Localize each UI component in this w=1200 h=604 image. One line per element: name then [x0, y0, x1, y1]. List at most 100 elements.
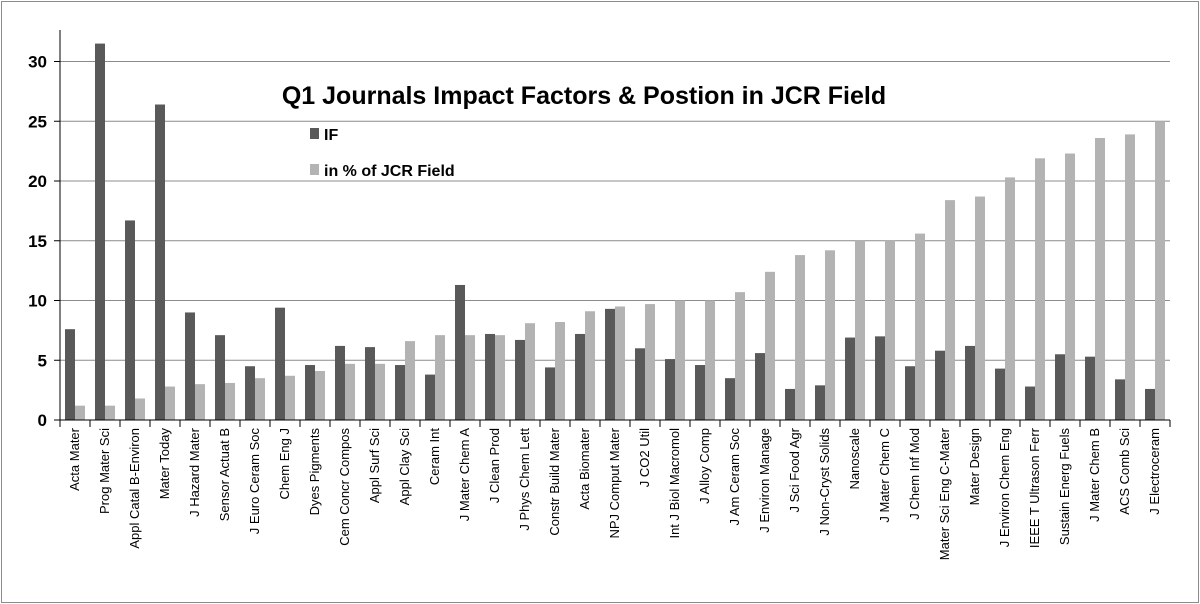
- x-category-label: ACS Comb Sci: [1117, 428, 1132, 515]
- chart-title: Q1 Journals Impact Factors & Postion in …: [282, 82, 886, 110]
- bar-if: [875, 336, 885, 420]
- x-category-label: Appl Catal B-Environ: [127, 428, 142, 549]
- x-category-label: J CO2 Util: [637, 428, 652, 487]
- bar-jcr-percent: [1155, 121, 1165, 420]
- x-category-label: Ceram Int: [427, 428, 442, 485]
- x-category-label: J Mater Chem A: [457, 428, 472, 522]
- bar-jcr-percent: [75, 405, 85, 420]
- bar-jcr-percent: [1095, 137, 1105, 421]
- bar-jcr-percent: [585, 311, 595, 420]
- bar-if: [155, 104, 165, 421]
- bar-jcr-percent: [345, 363, 355, 420]
- bar-jcr-percent: [765, 271, 775, 420]
- bar-jcr-percent: [405, 341, 415, 420]
- x-category-label: J Euro Ceram Soc: [247, 428, 262, 535]
- x-category-label: Sensor Actuat B: [217, 428, 232, 521]
- legend-swatch-if: [310, 128, 319, 139]
- bar-jcr-percent: [945, 200, 955, 420]
- bar-if: [845, 337, 855, 420]
- x-category-label: Appl Surf Sci: [367, 428, 382, 503]
- bar-if: [515, 339, 525, 420]
- bar-if: [605, 308, 615, 420]
- bar-if: [95, 43, 105, 420]
- bar-if: [1025, 386, 1035, 420]
- bar-if: [485, 333, 495, 420]
- x-category-label: J Non-Cryst Solids: [817, 428, 832, 536]
- bar-if: [725, 378, 735, 420]
- bar-jcr-percent: [135, 398, 145, 420]
- legend-swatch-jcr-percent: [310, 164, 319, 175]
- bar-jcr-percent: [315, 371, 325, 420]
- x-category-label: J Chem Inf Mod: [907, 428, 922, 520]
- bar-if: [1055, 354, 1065, 420]
- x-category-label: J Mater Chem B: [1087, 428, 1102, 522]
- bar-jcr-percent: [825, 250, 835, 420]
- x-category-label: J Alloy Comp: [697, 428, 712, 504]
- bar-jcr-percent: [795, 255, 805, 420]
- x-axis: Acta Mater Prog Mater Sci Appl Catal B-Env…: [59, 419, 1171, 560]
- bar-jcr-percent: [495, 335, 505, 420]
- bar-jcr-percent: [645, 304, 655, 420]
- y-tick-label: 15: [28, 232, 47, 251]
- x-category-label: NPJ Comput Mater: [607, 427, 622, 538]
- x-category-label: Prog Mater Sci: [97, 428, 112, 514]
- bar-jcr-percent: [465, 335, 475, 420]
- bar-jcr-percent: [915, 233, 925, 420]
- bar-jcr-percent: [1125, 134, 1135, 420]
- bar-if: [815, 385, 825, 420]
- x-category-label: Mater Today: [157, 428, 172, 500]
- bar-if: [425, 374, 435, 420]
- y-tick-label: 10: [28, 292, 47, 311]
- bar-jcr-percent: [375, 363, 385, 420]
- x-category-label: Mater Design: [967, 428, 982, 505]
- x-category-label: Chem Eng J: [277, 428, 292, 500]
- bar-if: [185, 312, 195, 420]
- bar-jcr-percent: [1005, 177, 1015, 420]
- bar-if: [785, 388, 795, 420]
- x-category-label: Dyes Pigments: [307, 428, 322, 516]
- x-category-label: Constr Build Mater: [547, 427, 562, 535]
- x-category-label: J Environ Chem Eng: [997, 428, 1012, 547]
- x-category-label: Cem Concr Compos: [337, 428, 352, 546]
- y-tick-label: 30: [28, 53, 47, 72]
- x-category-label: Acta Mater: [67, 427, 82, 491]
- bar-jcr-percent: [735, 292, 745, 420]
- bar-jcr-percent: [435, 335, 445, 420]
- y-tick-label: 25: [28, 112, 47, 131]
- bar-if: [215, 335, 225, 420]
- bar-jcr-percent: [225, 382, 235, 420]
- x-category-label: Mater Sci Eng C-Mater: [937, 427, 952, 560]
- y-tick-label: 20: [28, 172, 47, 191]
- bar-if: [305, 365, 315, 420]
- bar-if: [755, 353, 765, 420]
- x-category-label: J Phys Chem Lett: [517, 428, 532, 531]
- bar-if: [455, 284, 465, 420]
- x-category-label: Nanoscale: [847, 428, 862, 489]
- bar-jcr-percent: [855, 240, 865, 420]
- bar-if: [995, 368, 1005, 420]
- bar-jcr-percent: [555, 322, 565, 420]
- bar-if: [65, 329, 75, 420]
- bar-jcr-percent: [615, 306, 625, 420]
- bar-if: [275, 307, 285, 420]
- bar-jcr-percent: [165, 386, 175, 420]
- x-category-label: IEEE T Ultrason Ferr: [1027, 427, 1042, 548]
- x-category-label: J Environ Manage: [757, 428, 772, 533]
- x-category-label: Acta Biomater: [577, 427, 592, 509]
- legend-label-if: IF: [324, 127, 338, 144]
- bar-if: [245, 366, 255, 420]
- bars: [65, 43, 1165, 421]
- bar-jcr-percent: [675, 300, 685, 420]
- bar-jcr-percent: [1035, 158, 1045, 421]
- bar-if: [1145, 388, 1155, 420]
- y-tick-label: 0: [38, 411, 47, 430]
- bar-jcr-percent: [255, 378, 265, 420]
- bar-jcr-percent: [195, 384, 205, 420]
- x-category-label: Appl Clay Sci: [397, 428, 412, 505]
- bar-if: [335, 345, 345, 420]
- bar-if: [365, 347, 375, 420]
- bar-jcr-percent: [525, 323, 535, 420]
- x-category-label: Int J Biol Macromol: [667, 428, 682, 539]
- bar-jcr-percent: [285, 375, 295, 420]
